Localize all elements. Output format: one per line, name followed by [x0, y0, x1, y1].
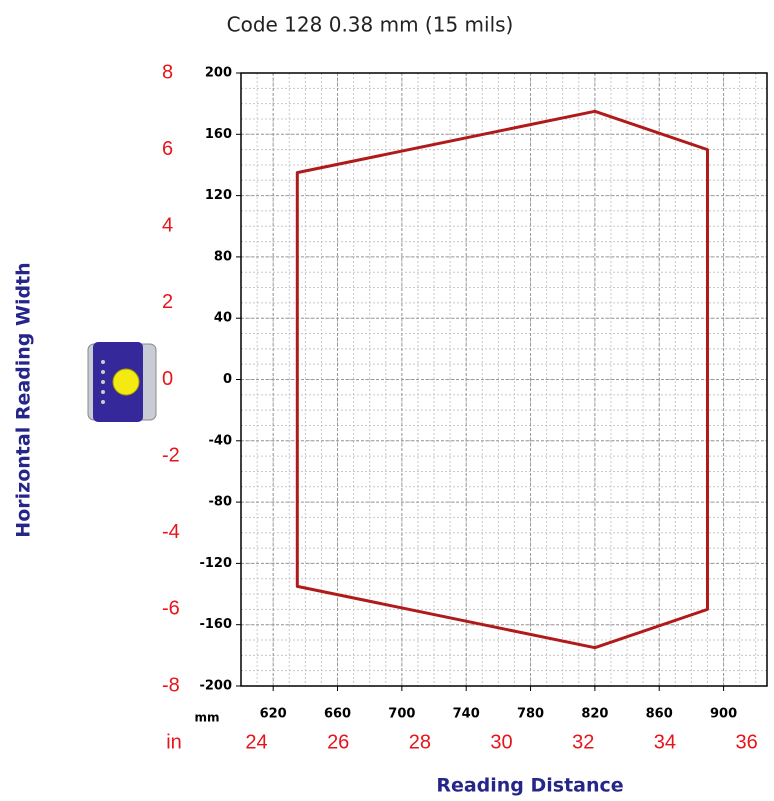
x2-tick-label: 26	[327, 731, 349, 753]
y2-tick-label: 6	[162, 138, 173, 160]
x2-tick-label: 28	[409, 731, 431, 753]
x2-tick-label: 36	[735, 731, 757, 753]
x-tick-label: 660	[324, 707, 351, 722]
x-tick-label: 780	[517, 707, 544, 722]
x-tick-label: 820	[581, 707, 608, 722]
y-tick-label: 80	[214, 249, 232, 264]
chart-title: Code 128 0.38 mm (15 mils)	[227, 13, 514, 37]
x-tick-label: 900	[710, 707, 737, 722]
y2-tick-label: -2	[162, 444, 180, 466]
x-tick-label: 700	[388, 707, 415, 722]
x2-tick-label: 24	[245, 731, 267, 753]
x2-tick-label: 34	[654, 731, 676, 753]
y-tick-label: 120	[205, 188, 232, 203]
y-tick-label: 200	[205, 66, 232, 81]
y-tick-label: -40	[209, 433, 233, 448]
x2-unit: in	[166, 731, 182, 753]
y2-tick-label: -4	[162, 521, 180, 543]
y2-tick-label: 4	[162, 215, 173, 237]
x-tick-label: 620	[260, 707, 287, 722]
plot-border	[240, 72, 768, 687]
x-tick-label: 740	[453, 707, 480, 722]
y2-tick-label: -6	[162, 598, 180, 620]
y2-tick-label: 2	[162, 291, 173, 313]
y-tick-label: 160	[205, 127, 232, 142]
y-tick-label: 0	[223, 372, 232, 387]
x2-tick-label: 30	[490, 731, 512, 753]
reading-field	[295, 109, 709, 650]
x-unit: mm	[194, 711, 219, 725]
y2-tick-label: 8	[162, 61, 173, 83]
scanner-icon	[87, 342, 157, 422]
y-axis-title: Horizontal Reading Width	[13, 262, 35, 537]
x2-tick-label: 32	[572, 731, 594, 753]
x-axis-title: Reading Distance	[436, 775, 623, 797]
y2-tick-label: 0	[162, 368, 173, 390]
y-tick-label: -200	[199, 679, 232, 694]
y-tick-label: 40	[214, 311, 232, 326]
y2-tick-label: -8	[162, 674, 180, 696]
y-tick-label: -80	[209, 495, 233, 510]
y-tick-label: -120	[199, 556, 232, 571]
y-tick-label: -160	[199, 617, 232, 632]
x-tick-label: 860	[646, 707, 673, 722]
